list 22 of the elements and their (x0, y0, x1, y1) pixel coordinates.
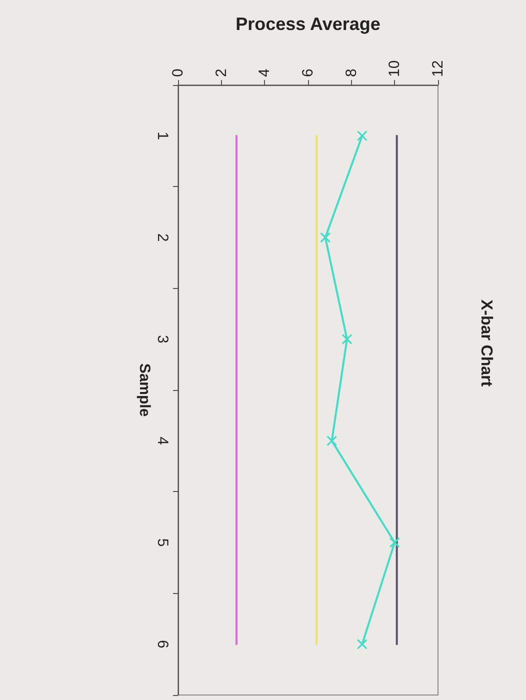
x-tick-label: 12 (430, 60, 446, 77)
x-tick-label: 2 (212, 68, 230, 77)
y-tick-label: 5 (154, 538, 171, 547)
x-tick-label: 0 (170, 68, 186, 77)
y-tick-label: 3 (154, 334, 171, 344)
text: X-bar Chart (478, 299, 494, 388)
y-tick-label: 1 (154, 132, 171, 140)
point (356, 130, 368, 142)
x-tick-label: 10 (386, 60, 404, 77)
y-tick-label: 4 (154, 436, 171, 446)
y-tick-label: 2 (154, 233, 171, 242)
point (356, 638, 368, 650)
y-axis-title: Sample (136, 363, 153, 417)
point (326, 436, 338, 446)
x-axis-title: Process Average (236, 14, 380, 34)
y-tick-label: 6 (154, 640, 171, 648)
point (320, 232, 331, 243)
point (342, 334, 352, 344)
point (389, 537, 400, 548)
x-tick-label: 4 (256, 68, 274, 77)
x-tick-label: 8 (342, 68, 360, 77)
x-tick-label: 6 (300, 68, 316, 77)
